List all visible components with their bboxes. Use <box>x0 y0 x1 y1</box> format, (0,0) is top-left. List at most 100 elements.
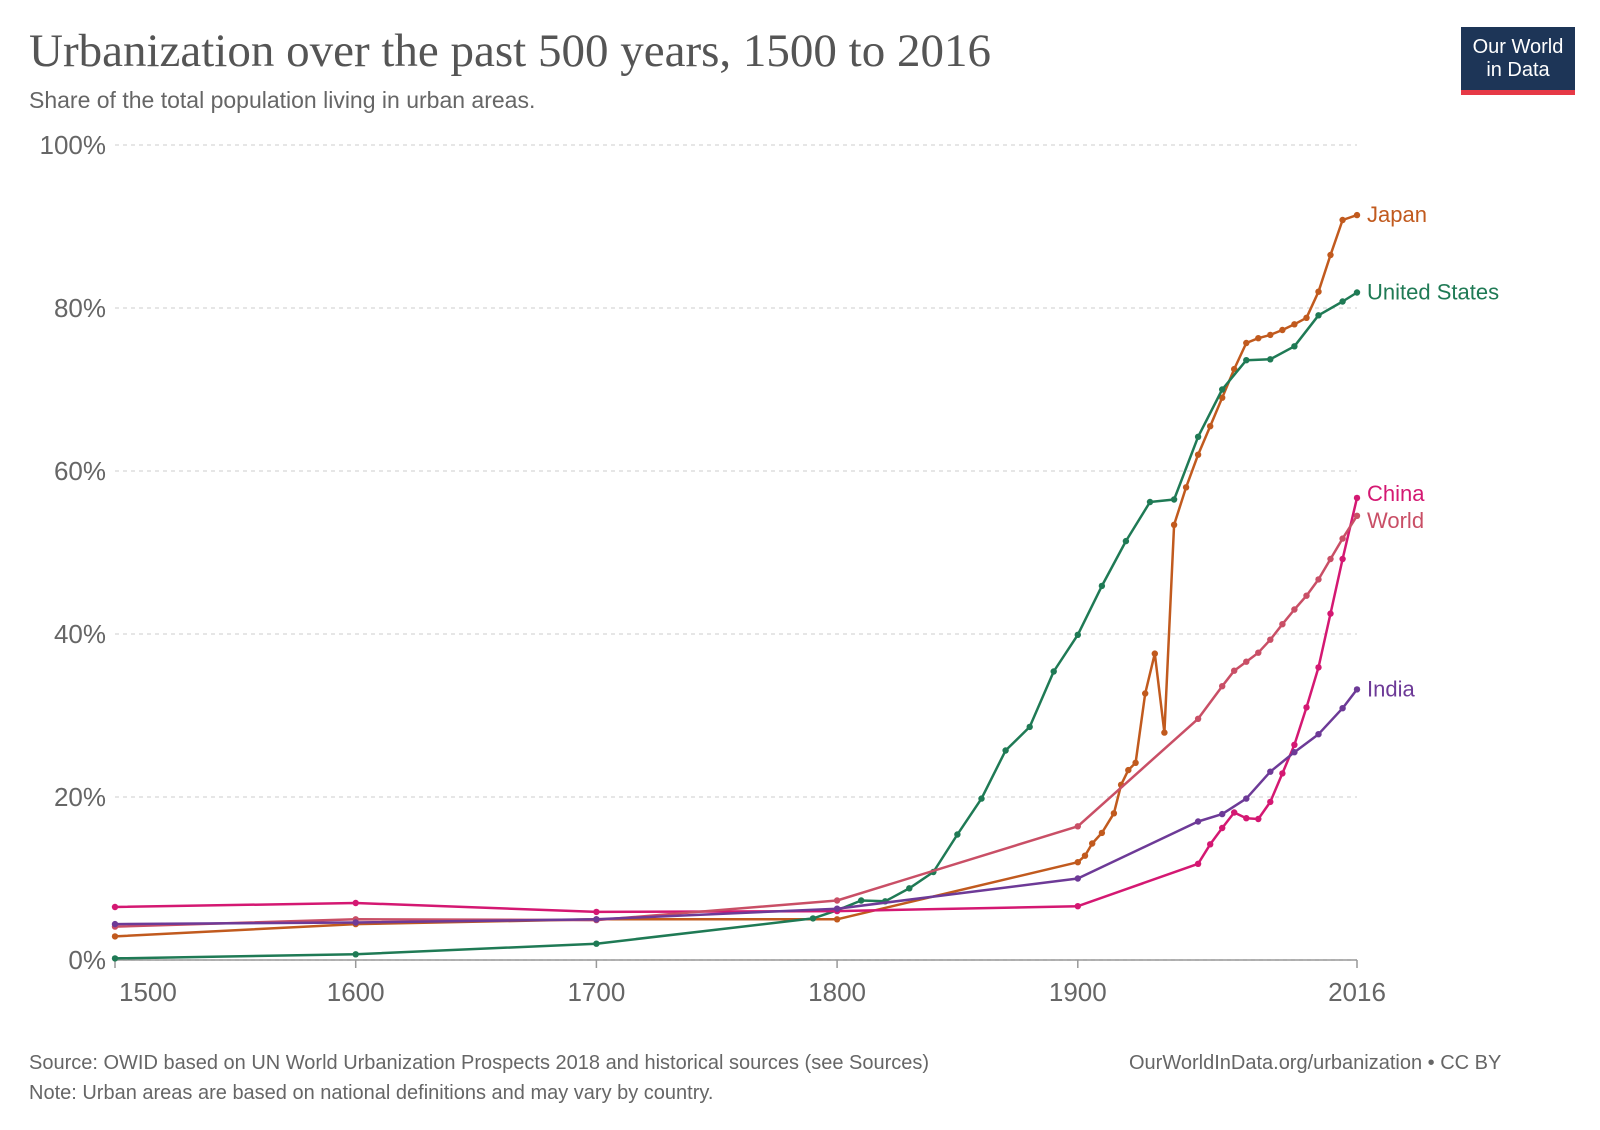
data-point-china[interactable] <box>1207 841 1214 848</box>
data-point-united-states[interactable] <box>1002 747 1009 754</box>
data-point-united-states[interactable] <box>1122 537 1130 545</box>
data-point-japan[interactable] <box>1339 216 1346 224</box>
data-point-united-states[interactable] <box>906 885 913 892</box>
data-point-united-states[interactable] <box>1074 631 1082 638</box>
data-point-world[interactable] <box>1231 667 1238 674</box>
data-point-united-states[interactable] <box>1243 357 1250 364</box>
data-point-japan[interactable] <box>1267 331 1274 339</box>
data-point-united-states[interactable] <box>1291 343 1298 350</box>
data-point-japan[interactable] <box>1243 339 1250 347</box>
data-point-india[interactable] <box>1353 686 1361 693</box>
data-point-japan[interactable] <box>1098 829 1106 837</box>
data-point-united-states[interactable] <box>858 897 865 904</box>
data-point-japan[interactable] <box>1219 394 1226 401</box>
data-point-united-states[interactable] <box>1267 356 1274 363</box>
data-point-world[interactable] <box>1243 658 1250 665</box>
data-point-world[interactable] <box>1303 592 1310 599</box>
data-point-world[interactable] <box>1339 535 1346 542</box>
data-point-japan[interactable] <box>1125 766 1132 774</box>
data-point-china[interactable] <box>1194 860 1202 867</box>
data-point-china[interactable] <box>1339 555 1346 563</box>
data-point-united-states[interactable] <box>1194 433 1202 440</box>
data-point-japan[interactable] <box>1315 288 1322 295</box>
data-point-japan[interactable] <box>1327 251 1334 259</box>
data-point-japan[interactable] <box>1170 521 1178 528</box>
data-point-china[interactable] <box>593 908 600 916</box>
data-point-japan[interactable] <box>1081 852 1089 859</box>
series-line-japan[interactable] <box>114 213 1358 938</box>
data-point-china[interactable] <box>111 903 119 911</box>
data-point-united-states[interactable] <box>1353 289 1361 296</box>
series-world[interactable] <box>111 512 1361 930</box>
data-point-china[interactable] <box>1291 741 1298 748</box>
data-point-united-states[interactable] <box>1026 723 1033 731</box>
data-point-united-states[interactable] <box>352 951 359 958</box>
series-line-united-states[interactable] <box>114 291 1358 960</box>
data-point-india[interactable] <box>1291 749 1298 756</box>
data-point-japan[interactable] <box>1291 321 1298 328</box>
data-point-china[interactable] <box>1074 903 1082 910</box>
series-united-states[interactable] <box>111 289 1361 962</box>
data-point-china[interactable] <box>352 899 359 907</box>
series-line-china[interactable] <box>114 497 1359 914</box>
data-point-world[interactable] <box>1353 512 1361 519</box>
data-point-united-states[interactable] <box>954 831 961 838</box>
data-point-world[interactable] <box>833 897 841 904</box>
data-point-world[interactable] <box>1327 555 1334 563</box>
data-point-japan[interactable] <box>1142 690 1149 697</box>
data-point-japan[interactable] <box>1132 759 1139 766</box>
data-point-japan[interactable] <box>1110 810 1118 817</box>
data-point-india[interactable] <box>352 919 359 926</box>
data-point-united-states[interactable] <box>593 940 600 947</box>
data-point-united-states[interactable] <box>1170 496 1178 503</box>
data-point-united-states[interactable] <box>1146 498 1154 506</box>
data-point-united-states[interactable] <box>809 915 817 922</box>
data-point-japan[interactable] <box>1089 840 1096 847</box>
data-point-world[interactable] <box>1074 823 1082 830</box>
series-india[interactable] <box>111 686 1361 928</box>
data-point-india[interactable] <box>111 920 119 928</box>
data-point-japan[interactable] <box>1231 365 1238 373</box>
series-line-world[interactable] <box>114 515 1359 928</box>
data-point-china[interactable] <box>1327 610 1334 617</box>
data-point-china[interactable] <box>1219 824 1226 832</box>
data-point-world[interactable] <box>1315 576 1322 583</box>
data-point-japan[interactable] <box>1074 859 1082 866</box>
data-point-united-states[interactable] <box>978 795 985 802</box>
data-point-japan[interactable] <box>1194 451 1202 458</box>
data-point-united-states[interactable] <box>1219 386 1226 393</box>
data-point-united-states[interactable] <box>111 955 119 962</box>
data-point-united-states[interactable] <box>1339 298 1346 305</box>
data-point-japan[interactable] <box>1279 326 1286 334</box>
data-point-china[interactable] <box>1255 815 1262 823</box>
data-point-india[interactable] <box>833 905 841 912</box>
data-point-japan[interactable] <box>1182 484 1190 491</box>
data-point-united-states[interactable] <box>1315 312 1322 319</box>
data-point-world[interactable] <box>1291 606 1298 613</box>
data-point-japan[interactable] <box>1161 729 1168 736</box>
data-point-japan[interactable] <box>1303 314 1310 321</box>
data-point-united-states[interactable] <box>1098 582 1106 590</box>
data-point-japan[interactable] <box>833 916 841 923</box>
data-point-india[interactable] <box>1315 731 1322 738</box>
data-point-india[interactable] <box>1267 768 1274 775</box>
data-point-india[interactable] <box>1243 795 1250 802</box>
data-point-india[interactable] <box>593 916 600 923</box>
source-url[interactable]: OurWorldInData.org/urbanization • CC BY <box>1129 1052 1502 1074</box>
data-point-china[interactable] <box>1303 704 1310 711</box>
data-point-japan[interactable] <box>1255 335 1262 342</box>
data-point-india[interactable] <box>1339 705 1346 712</box>
data-point-india[interactable] <box>1219 810 1226 818</box>
data-point-world[interactable] <box>1279 621 1286 628</box>
data-point-china[interactable] <box>1353 494 1361 502</box>
data-point-world[interactable] <box>1267 636 1274 643</box>
data-point-china[interactable] <box>1279 770 1286 777</box>
data-point-japan[interactable] <box>1151 650 1159 657</box>
data-point-china[interactable] <box>1231 809 1238 816</box>
data-point-united-states[interactable] <box>1050 668 1057 675</box>
series-line-india[interactable] <box>114 688 1358 926</box>
data-point-china[interactable] <box>1267 798 1274 806</box>
data-point-japan[interactable] <box>111 933 119 940</box>
owid-logo[interactable]: Our World in Data <box>1461 27 1575 95</box>
data-point-world[interactable] <box>1219 683 1226 690</box>
